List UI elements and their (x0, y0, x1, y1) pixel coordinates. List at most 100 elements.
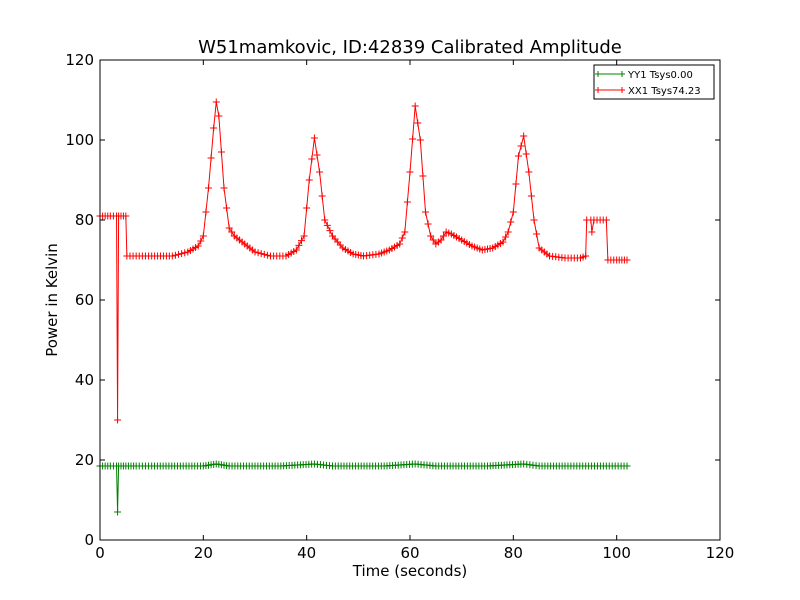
y-axis-title: Power in Kelvin (43, 243, 61, 357)
data-point-marker (205, 184, 212, 192)
data-point-marker (437, 236, 445, 244)
data-point-marker (171, 251, 179, 259)
data-point-marker (210, 124, 218, 132)
data-point-marker (225, 224, 233, 232)
data-point-marker (114, 508, 122, 516)
data-point-marker (217, 148, 225, 156)
data-point-marker (507, 218, 515, 226)
data-point-marker (316, 168, 324, 176)
y-tick-label: 100 (65, 131, 94, 149)
legend-swatch-marker (595, 71, 601, 77)
data-point-marker (520, 132, 528, 140)
data-point-marker (504, 228, 512, 236)
y-tick-label: 0 (84, 531, 94, 549)
data-point-marker (313, 151, 321, 159)
series-group (96, 98, 631, 516)
data-point-marker (515, 152, 522, 160)
data-point-marker (318, 192, 326, 200)
data-point-marker (295, 241, 303, 249)
data-point-marker (401, 228, 409, 236)
data-point-marker (207, 154, 215, 162)
data-point-marker (440, 232, 448, 240)
data-point-marker (527, 192, 535, 200)
data-point-marker (623, 462, 631, 470)
data-point-marker (416, 136, 424, 144)
data-point-marker (181, 249, 189, 257)
data-point-marker (522, 150, 530, 158)
data-point-marker (512, 180, 520, 188)
data-point-marker (533, 230, 541, 238)
data-point-marker (321, 216, 329, 224)
data-point-marker (602, 216, 610, 224)
x-tick-label: 80 (504, 544, 523, 562)
legend-label: XX1 Tsys74.23 (628, 86, 701, 97)
data-point-marker (310, 134, 318, 142)
data-point-marker (409, 135, 417, 143)
data-point-marker (502, 233, 510, 241)
data-point-marker (175, 250, 183, 258)
x-axis-title: Time (seconds) (352, 562, 468, 580)
data-point-marker (298, 237, 305, 245)
data-point-marker (588, 228, 596, 236)
legend-box (593, 64, 715, 100)
data-point-marker (429, 236, 437, 244)
series-2 (96, 98, 631, 424)
data-point-marker (623, 256, 631, 264)
data-point-marker (308, 155, 316, 163)
data-point-marker (168, 252, 176, 260)
data-point-marker (582, 252, 590, 260)
data-point-marker (228, 228, 236, 236)
data-point-marker (411, 102, 419, 110)
x-tick-label: 60 (400, 544, 419, 562)
data-point-marker (199, 232, 207, 240)
x-tick-label: 40 (297, 544, 316, 562)
data-point-marker (257, 250, 265, 258)
x-tick-label: 20 (194, 544, 213, 562)
data-point-marker (403, 198, 411, 206)
data-point-marker (122, 212, 130, 220)
data-point-marker (300, 232, 308, 240)
legend-swatch-marker (595, 87, 601, 93)
data-point-marker (212, 98, 220, 106)
data-point-marker (424, 220, 432, 228)
data-point-marker (398, 234, 406, 242)
data-point-marker (427, 232, 435, 240)
data-point-marker (292, 246, 300, 254)
x-tick-label: 120 (706, 544, 735, 562)
data-point-marker (517, 142, 525, 150)
x-tick-label: 100 (602, 544, 631, 562)
data-point-marker (406, 168, 414, 176)
data-point-marker (254, 249, 262, 257)
data-point-marker (525, 168, 533, 176)
chart-title: W51mamkovic, ID:42839 Calibrated Amplitu… (198, 37, 622, 58)
data-point-marker (396, 240, 404, 248)
y-tick-label: 80 (75, 211, 94, 229)
data-point-marker (323, 221, 331, 229)
legend-swatch-marker (619, 71, 625, 77)
axis-ticks: 0 20 40 60 80 100 120 0 20 40 60 80 100 120 (65, 51, 734, 562)
data-point-marker (202, 208, 210, 216)
series-1 (96, 460, 631, 516)
data-point-marker (422, 208, 429, 216)
data-point-marker (263, 251, 271, 259)
data-point-marker (419, 172, 427, 180)
data-point-marker (114, 416, 122, 424)
data-point-marker (215, 112, 223, 120)
x-tick-label: 0 (95, 544, 105, 562)
y-tick-label: 60 (75, 291, 94, 309)
data-point-marker (220, 184, 228, 192)
data-point-marker (178, 250, 186, 258)
data-point-marker (194, 242, 202, 250)
data-point-marker (260, 250, 268, 258)
data-point-marker (326, 227, 334, 235)
y-tick-label: 120 (65, 51, 94, 69)
data-point-marker (499, 238, 507, 246)
data-point-marker (414, 119, 422, 127)
data-point-marker (530, 216, 538, 224)
data-point-marker (223, 204, 231, 212)
y-tick-label: 20 (75, 451, 94, 469)
data-point-marker (509, 208, 517, 216)
data-point-marker (251, 248, 259, 256)
